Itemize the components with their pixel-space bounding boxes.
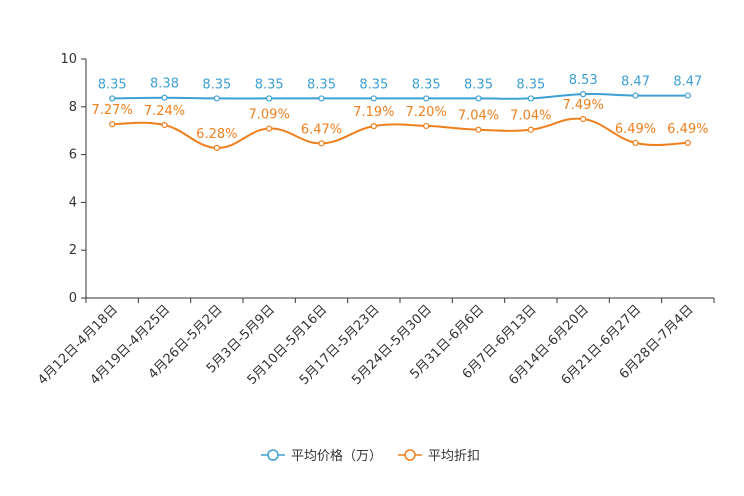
data-point (684, 92, 691, 99)
data-point (684, 139, 691, 146)
data-point (370, 123, 377, 130)
data-point (527, 126, 534, 133)
data-label: 8.47 (673, 75, 702, 90)
data-point (266, 95, 273, 102)
data-point (213, 95, 220, 102)
y-axis: 0 2 4 6 8 10 (60, 52, 87, 306)
data-label: 7.20% (406, 105, 447, 120)
series-line (112, 117, 688, 149)
data-label: 6.47% (301, 122, 342, 137)
y-tick-label: 8 (69, 100, 77, 115)
data-label: 8.35 (255, 77, 284, 92)
data-point (318, 95, 325, 102)
y-tick-label: 2 (69, 243, 77, 258)
y-tick-label: 10 (60, 52, 77, 67)
series-line (112, 93, 688, 100)
data-point (632, 139, 639, 146)
data-label: 8.47 (621, 75, 650, 90)
data-point (475, 95, 482, 102)
legend-marker-icon (404, 449, 416, 461)
y-tick-label: 6 (69, 148, 77, 163)
data-label: 7.19% (353, 105, 394, 120)
legend-item-2[interactable]: 平均折扣 (398, 449, 480, 464)
data-label: 8.35 (307, 77, 336, 92)
data-label: 8.35 (202, 77, 231, 92)
legend-item-1[interactable]: 平均价格（万） (261, 448, 382, 464)
data-point (109, 95, 116, 102)
series-1: 8.35 8.38 8.35 8.35 8.35 8.35 8.35 8.35 8.35 8.53… (98, 73, 702, 102)
data-label: 7.27% (92, 103, 133, 118)
data-point (109, 121, 116, 128)
data-point (370, 95, 377, 102)
series-layer: 8.35 8.38 8.35 8.35 8.35 8.35 8.35 8.35 8.35 8.53… (92, 73, 708, 152)
data-point (527, 95, 534, 102)
data-point (423, 95, 430, 102)
data-point (318, 140, 325, 147)
data-label: 6.28% (196, 127, 237, 142)
data-point (580, 115, 587, 123)
y-tick-label: 4 (69, 195, 77, 210)
data-label: 7.04% (458, 109, 499, 124)
data-label: 7.49% (563, 98, 604, 113)
data-point (475, 126, 482, 133)
data-point (213, 144, 220, 152)
data-label: 7.04% (510, 109, 551, 124)
data-label: 8.35 (516, 77, 545, 92)
data-label: 7.09% (249, 108, 290, 123)
series-2: 7.27% 7.24% 6.28% 7.09% 6.47% 7.19% 7.20% 7.04%… (92, 98, 708, 152)
legend: 平均价格（万） 平均折扣 (261, 448, 480, 464)
data-point (266, 125, 273, 132)
legend-label: 平均折扣 (428, 449, 480, 464)
data-point (423, 122, 430, 130)
data-point (632, 92, 639, 99)
data-point (161, 94, 168, 101)
legend-marker-icon (267, 449, 279, 461)
data-label: 6.49% (615, 122, 656, 137)
data-label: 8.38 (150, 77, 179, 92)
x-axis: 4月12日-4月18日4月19日-4月25日4月26日-5月2日5月3日-5月9… (35, 297, 715, 388)
data-label: 8.35 (412, 77, 441, 92)
data-label: 7.24% (144, 104, 185, 119)
y-tick-label: 0 (69, 291, 77, 306)
data-point (580, 91, 587, 98)
data-label: 8.53 (569, 73, 598, 88)
data-label: 8.35 (464, 77, 493, 92)
data-label: 8.35 (359, 77, 388, 92)
legend-label: 平均价格（万） (291, 448, 382, 464)
data-label: 8.35 (98, 77, 127, 92)
data-label: 6.49% (667, 122, 708, 137)
data-point (161, 121, 168, 129)
